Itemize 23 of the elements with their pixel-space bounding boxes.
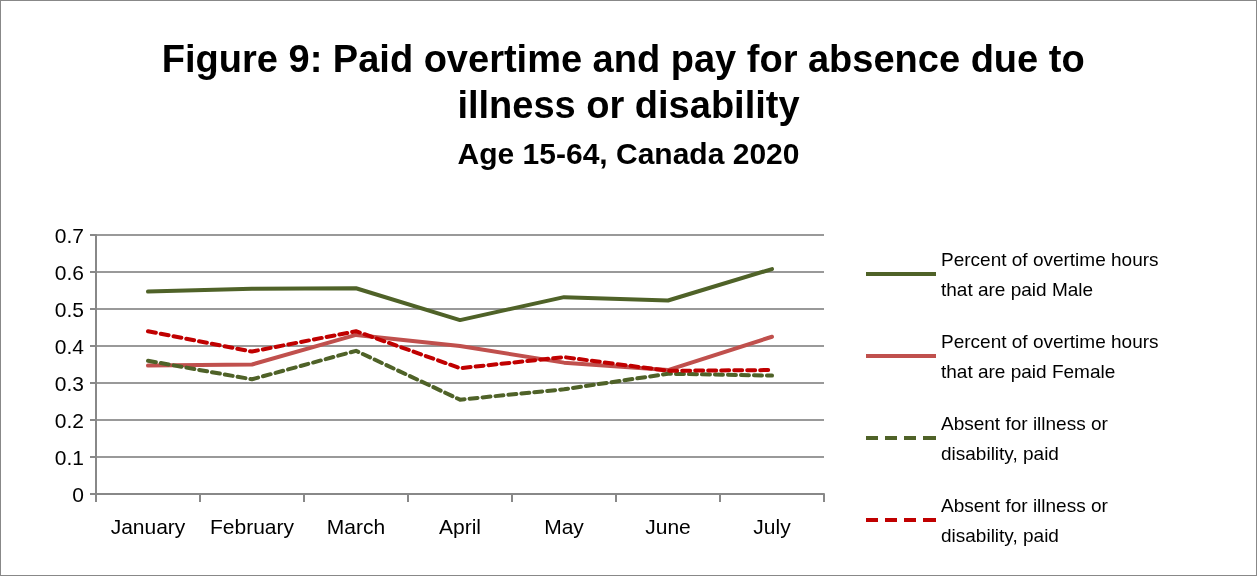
legend-label: Percent of overtime hours that are paid Male [941, 248, 1164, 300]
y-tick-label: 0.7 [54, 223, 84, 247]
y-tick-label: 0.2 [54, 408, 84, 432]
y-tick-label: 0 [72, 482, 84, 506]
line-series [146, 267, 774, 323]
x-tick-label: April [438, 515, 482, 538]
x-tick-label: March [326, 515, 386, 538]
line-series [146, 348, 774, 402]
chart-subtitle: Age 15-64, Canada 2020 [457, 136, 800, 170]
x-tick-label: June [645, 515, 691, 538]
x-tick-label: May [544, 515, 585, 538]
legend-label: Absent for illness or disability, paid [941, 412, 1114, 464]
chart-title: Figure 9: Paid overtime and pay for absence due to illness or disability [161, 38, 1096, 126]
x-tick-label: February [209, 515, 295, 538]
y-tick-label: 0.1 [54, 445, 84, 469]
y-tick-label: 0.3 [54, 371, 84, 395]
x-tick-label: January [110, 515, 186, 538]
y-tick-label: 0.4 [54, 334, 85, 358]
y-tick-label: 0.5 [54, 297, 84, 321]
legend-label: Percent of overtime hours that are paid Female [941, 330, 1164, 382]
x-tick-label: July [753, 515, 792, 538]
legend-label: Absent for illness or disability, paid [941, 494, 1114, 546]
y-tick-label: 0.6 [54, 260, 84, 284]
